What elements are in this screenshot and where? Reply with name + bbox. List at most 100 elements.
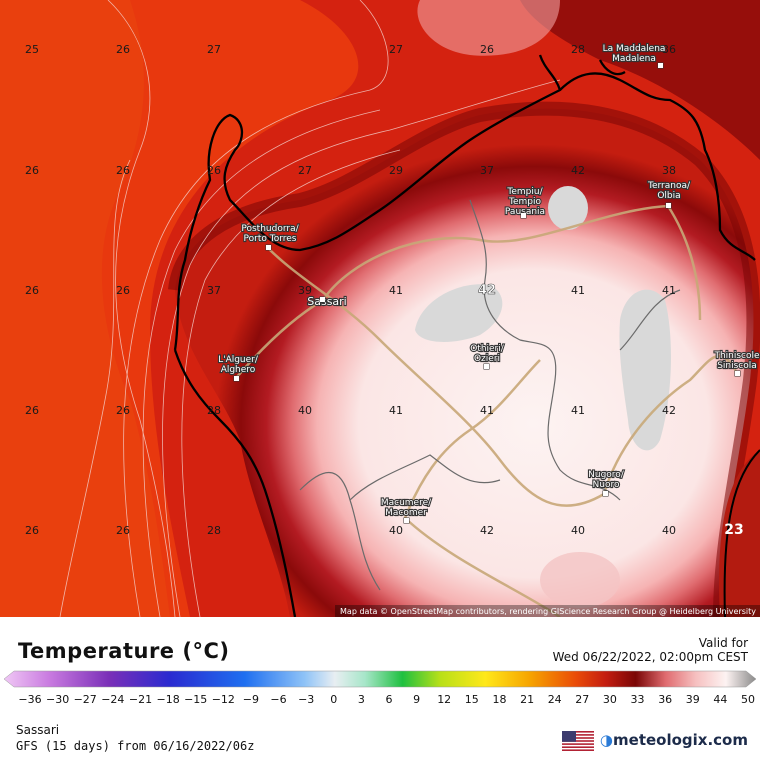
temp-value: 41 xyxy=(480,404,494,417)
temp-value: 40 xyxy=(389,524,403,537)
scale-tick-label: −9 xyxy=(243,693,259,706)
city-nuoro[interactable]: Nugoro/Nuoro xyxy=(587,469,626,497)
temp-value: 38 xyxy=(662,164,676,177)
temp-value: 28 xyxy=(571,43,585,56)
city-ozieri[interactable]: Othieri/Ozieri xyxy=(469,343,506,370)
scale-tick-label: 39 xyxy=(686,693,700,706)
temp-value: 42 xyxy=(571,164,585,177)
city-label: Macumere/Macomer xyxy=(381,498,432,518)
city-label: L'Alguer/Alghero xyxy=(218,355,259,375)
city-porto-torres[interactable]: Posthudorra/Porto Torres xyxy=(240,223,301,251)
temp-value: 41 xyxy=(571,404,585,417)
scale-tick-label: −15 xyxy=(184,693,207,706)
city-la-maddalena[interactable]: La Maddalena Madalena xyxy=(601,43,667,69)
scale-tick-label: −36 xyxy=(18,693,41,706)
temp-value: 26 xyxy=(116,524,130,537)
city-label: Posthudorra/Porto Torres xyxy=(241,224,299,244)
scale-tick-label: 50 xyxy=(741,693,755,706)
brand-logo[interactable]: ◑meteologix.com xyxy=(600,731,748,749)
temp-value: 26 xyxy=(25,404,39,417)
scale-tick-label: 12 xyxy=(437,693,451,706)
scale-tick-label: −24 xyxy=(101,693,124,706)
scale-tick-label: 6 xyxy=(386,693,393,706)
temp-value: 41 xyxy=(571,284,585,297)
temp-value: 26 xyxy=(25,284,39,297)
color-scale: −36 −30 −27 −24 −21 −18 −15 −12 −9 −6 −3 0 3 6 9 12 15 18… xyxy=(3,670,757,706)
city-sassari[interactable]: Sassari xyxy=(306,294,348,309)
temp-value: 26 xyxy=(207,164,221,177)
scale-tick-label: −18 xyxy=(156,693,179,706)
temp-value: 39 xyxy=(298,284,312,297)
temp-value: 42 xyxy=(662,404,676,417)
city-label: Thiniscole Siniscola xyxy=(713,351,760,371)
temp-value: 26 xyxy=(480,43,494,56)
scale-tick-label: 3 xyxy=(358,693,365,706)
city-siniscola[interactable]: Thiniscole Siniscola xyxy=(712,350,760,377)
temp-value: 25 xyxy=(25,43,39,56)
temp-value: 23 xyxy=(724,522,743,538)
city-label: Tempiu/Tempio Pausania xyxy=(505,187,545,217)
temp-value: 41 xyxy=(389,284,403,297)
map-attribution: Map data © OpenStreetMap contributors, r… xyxy=(340,607,756,616)
scale-tick-label: 24 xyxy=(548,693,562,706)
temperature-map[interactable]: 25 26 27 27 26 26 26 26 27 29 37 42 38 2… xyxy=(0,0,760,617)
location-name: Sassari xyxy=(16,723,60,737)
valid-time: Wed 06/22/2022, 02:00pm CEST xyxy=(552,650,748,664)
temp-value: 41 xyxy=(662,284,676,297)
scale-tick-label: 18 xyxy=(493,693,507,706)
globe-icon: ◑ xyxy=(599,731,614,749)
city-label: Nugoro/Nuoro xyxy=(588,470,625,490)
temp-value: 29 xyxy=(389,164,403,177)
temp-value: 26 xyxy=(116,164,130,177)
scale-tick-label: −27 xyxy=(74,693,97,706)
temp-value: 37 xyxy=(480,164,494,177)
temp-value: 27 xyxy=(298,164,312,177)
city-olbia[interactable]: Terranoa/Olbia xyxy=(646,180,692,209)
brand-text: meteologix.com xyxy=(613,731,748,749)
temp-value: 26 xyxy=(25,524,39,537)
scale-tick-label: −12 xyxy=(212,693,235,706)
scale-tick-label: 15 xyxy=(465,693,479,706)
temp-value: 27 xyxy=(207,43,221,56)
scale-tick-label: −6 xyxy=(270,693,286,706)
legend-title: Temperature (°C) xyxy=(18,639,230,663)
temp-value: 41 xyxy=(389,404,403,417)
temp-value: 37 xyxy=(207,284,221,297)
city-label: La Maddalena Madalena xyxy=(603,44,666,64)
city-tempio[interactable]: Tempiu/Tempio Pausania xyxy=(504,186,546,219)
scale-tick-label: 27 xyxy=(575,693,589,706)
city-alghero[interactable]: L'Alguer/Alghero xyxy=(217,354,260,382)
temp-value: 36 xyxy=(662,43,676,56)
city-label: Terranoa/Olbia xyxy=(647,181,691,201)
scale-tick-label: 36 xyxy=(658,693,672,706)
us-flag-icon[interactable] xyxy=(562,731,594,751)
scale-tick-label: 9 xyxy=(413,693,420,706)
model-run: GFS (15 days) from 06/16/2022/06z xyxy=(16,739,255,753)
hot-spot-tempio xyxy=(548,186,588,230)
hot-spot-south xyxy=(540,552,620,608)
temp-value: 26 xyxy=(116,43,130,56)
scale-tick-label: −30 xyxy=(46,693,69,706)
valid-label: Valid for xyxy=(698,636,748,650)
temp-value: 26 xyxy=(116,404,130,417)
temp-value: 26 xyxy=(116,284,130,297)
temp-value: 28 xyxy=(207,524,221,537)
temp-value: 27 xyxy=(389,43,403,56)
temp-value: 28 xyxy=(207,404,221,417)
scale-tick-label: −3 xyxy=(298,693,314,706)
city-label: Othieri/Ozieri xyxy=(470,344,505,364)
legend-panel: Temperature (°C) Valid for Wed 06/22/202… xyxy=(0,617,760,760)
hot-spot-ozieri xyxy=(415,284,503,342)
temp-value: 42 xyxy=(478,283,496,298)
city-macomer[interactable]: Macumere/Macomer xyxy=(380,497,433,524)
scale-tick-label: 33 xyxy=(631,693,645,706)
temp-value: 40 xyxy=(662,524,676,537)
scale-tick-label: 44 xyxy=(713,693,727,706)
scale-tick-label: −21 xyxy=(129,693,152,706)
hot-spot-nuoro xyxy=(619,289,672,451)
scale-tick-label: 21 xyxy=(520,693,534,706)
city-label: Sassari xyxy=(307,295,347,308)
scale-tick-label: 0 xyxy=(330,693,337,706)
temp-value: 26 xyxy=(25,164,39,177)
temp-value: 40 xyxy=(571,524,585,537)
